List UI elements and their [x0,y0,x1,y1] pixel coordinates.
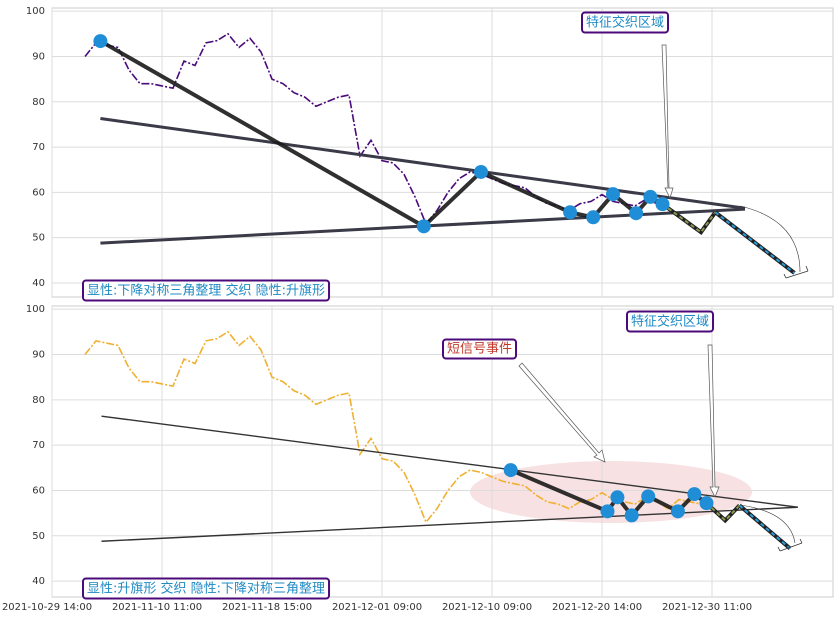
pattern-point [586,210,601,225]
pattern-point [610,490,625,505]
x-tick-label: 2021-10-29 14:00 [2,602,92,613]
pattern-label-box [82,279,331,302]
pattern-point [503,463,518,478]
y-tick-label: 90 [32,350,45,361]
pattern-point [629,206,644,221]
pattern-point [606,187,620,202]
x-tick-label: 2021-11-18 15:00 [222,602,312,613]
x-tick-label: 2021-11-10 11:00 [112,602,202,613]
y-tick-label: 70 [32,142,45,153]
x-tick-label: 2021-12-01 09:00 [332,602,422,613]
pattern-point [563,205,578,220]
pattern-point [416,219,431,234]
pattern-label: 显性:升旗形 交织 隐性:下降对称三角整理 [87,581,325,597]
curved-arrow [739,504,796,544]
arrow [661,44,674,199]
x-tick-label: 2021-12-30 11:00 [662,602,752,613]
pattern-point [699,496,714,511]
annotation: 特征交织区域 [586,15,664,31]
forecast-line [705,502,741,522]
x-tick-label: 2021-12-10 09:00 [442,602,532,613]
arrow [518,362,606,463]
price-line [84,32,658,226]
curved-arrow-head [783,265,809,279]
arrow [707,344,720,498]
y-tick-label: 50 [32,233,45,244]
y-tick-label: 80 [32,97,45,108]
pattern-point [655,197,670,212]
annotation: 短信号事件 [447,342,512,357]
forecast-line [714,211,796,274]
y-tick-label: 40 [32,576,45,587]
pattern-point [600,504,615,519]
pattern-point [641,489,656,504]
annotation-box [626,310,715,333]
y-tick-label: 70 [32,440,45,451]
annotation-box [581,11,670,34]
y-tick-label: 60 [32,485,45,496]
y-tick-label: 100 [26,304,45,315]
forecast-line [738,503,792,551]
y-tick-label: 50 [32,531,45,542]
y-tick-label: 90 [32,51,45,62]
curved-arrow-head [777,538,803,552]
trend-line [100,117,746,210]
pattern-label: 显性:下降对称三角整理 交织 隐性:升旗形 [87,283,325,299]
forecast-line [661,203,717,234]
curved-arrow [739,205,801,273]
x-tick-label: 2021-12-20 14:00 [552,602,642,613]
pattern-point [93,34,108,49]
panel-top [51,7,834,298]
y-tick-label: 100 [26,6,45,17]
annotation-box [442,338,518,360]
pattern-point [474,164,488,179]
pattern-point [643,189,658,204]
pattern-label-box [82,577,331,600]
y-tick-label: 80 [32,395,45,406]
pattern-point [687,487,702,502]
pattern-point [670,504,685,519]
pattern-point [624,508,639,523]
annotation: 特征交织区域 [631,314,709,330]
y-tick-label: 40 [32,278,45,289]
trend-line [101,415,798,508]
y-tick-label: 60 [32,187,45,198]
